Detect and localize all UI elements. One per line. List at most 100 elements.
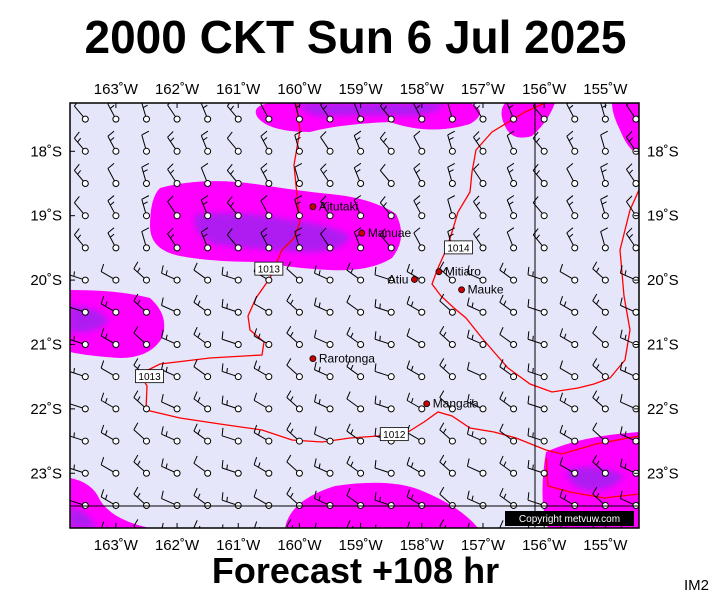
wind-barb <box>253 489 273 509</box>
wind-barb <box>466 490 487 509</box>
wind-barb <box>527 299 548 316</box>
wind-barb <box>167 163 181 187</box>
wind-barb <box>253 328 273 348</box>
wind-barb <box>473 227 487 252</box>
wind-barb <box>346 391 365 413</box>
wind-barb <box>600 130 609 155</box>
wind-barb <box>626 227 639 252</box>
wind-barb <box>200 103 212 123</box>
wind-barb <box>193 455 212 477</box>
wind-barb <box>133 454 150 477</box>
place-label: Mangaia <box>433 397 479 411</box>
map-title: 2000 CKT Sun 6 Jul 2025 <box>84 11 627 63</box>
place-manuae: Manuae <box>358 226 412 240</box>
wind-barb <box>566 162 579 187</box>
wind-barb <box>70 266 89 284</box>
wind-barb <box>379 196 395 220</box>
wind-barb <box>406 457 426 477</box>
lat-label-left: 18˚S <box>30 143 62 160</box>
isobar-labels: 1013 1014 1013 1012 <box>135 240 473 441</box>
wind-barb <box>473 131 487 155</box>
wind-barb <box>253 296 273 316</box>
wind-barb <box>506 162 518 187</box>
wind-barb <box>506 103 518 123</box>
place-label: Aitutaki <box>319 200 358 214</box>
wind-barb <box>592 454 609 477</box>
wind-barb <box>193 294 212 316</box>
wind-barb <box>260 227 273 252</box>
wind-barb <box>527 492 548 509</box>
wind-barb <box>466 329 487 348</box>
wind-barb <box>353 162 365 187</box>
wind-barb <box>100 263 120 284</box>
wind-barb <box>473 103 487 123</box>
wind-barb <box>161 426 181 445</box>
rain-heavy-west <box>70 306 108 333</box>
wind-barb <box>447 130 456 155</box>
place-label: Rarotonga <box>319 352 375 366</box>
wind-barb <box>226 131 242 155</box>
wind-barb <box>314 297 334 316</box>
wind-barb <box>626 103 639 123</box>
wind-barb <box>527 460 548 477</box>
wind-barb <box>133 390 150 413</box>
wind-barb <box>353 103 365 123</box>
wind-barb <box>161 361 181 381</box>
product-code: IM2 <box>683 577 709 594</box>
place-aitutaki: Aitutaki <box>309 200 358 214</box>
wind-barb <box>286 454 303 477</box>
place-atiu: Atiu <box>388 272 418 286</box>
wind-barb <box>107 103 120 123</box>
wind-barb <box>447 195 456 220</box>
lat-label-right: 22˚S <box>647 401 679 418</box>
wind-barb <box>161 329 181 348</box>
lat-label-right: 19˚S <box>647 208 679 225</box>
wind-barb <box>294 103 303 123</box>
wind-barb <box>447 103 456 123</box>
wind-barb <box>559 296 579 316</box>
wind-barb <box>527 427 548 445</box>
wind-barb <box>346 359 365 381</box>
wind-barb <box>226 103 242 123</box>
wind-barb <box>161 297 181 316</box>
wind-barb <box>100 328 120 348</box>
wind-barb <box>314 361 334 381</box>
wind-barb <box>374 492 395 509</box>
wind-barb <box>141 227 150 252</box>
wind-barb <box>379 228 395 252</box>
wind-barb <box>193 359 212 381</box>
wind-barb <box>374 299 395 316</box>
wind-barb <box>413 195 426 220</box>
wind-barb <box>566 130 579 155</box>
wind-barb <box>320 227 334 252</box>
wind-barb <box>626 163 639 187</box>
place-label: Atiu <box>388 272 409 286</box>
wind-barb <box>346 423 365 445</box>
wind-barb <box>286 261 303 284</box>
lat-label-right: 20˚S <box>647 272 679 289</box>
wind-barb <box>447 162 456 187</box>
wind-barb <box>406 263 426 284</box>
wind-barb <box>439 422 456 445</box>
wind-barb <box>374 331 395 348</box>
wind-barb <box>374 266 395 284</box>
lon-label-top: 161˚W <box>216 81 261 98</box>
wind-barb <box>193 520 201 528</box>
lat-label-right: 23˚S <box>647 465 679 482</box>
wind-barb <box>222 524 224 528</box>
wind-barb <box>286 486 303 509</box>
place-marker <box>411 276 418 283</box>
rain-area-top-right <box>501 103 555 138</box>
wind-barb <box>141 130 150 155</box>
rain-heavy-southwest <box>70 508 96 528</box>
wind-barb <box>70 363 89 381</box>
wind-barb <box>439 293 456 316</box>
wind-barb <box>107 162 120 187</box>
wind-barb <box>294 162 303 187</box>
wind-barb <box>600 195 609 220</box>
wind-barbs <box>70 103 639 528</box>
wind-barb <box>314 265 334 284</box>
wind-barb <box>375 524 377 528</box>
isobar-1012 <box>545 457 639 499</box>
wind-barb <box>592 486 609 509</box>
